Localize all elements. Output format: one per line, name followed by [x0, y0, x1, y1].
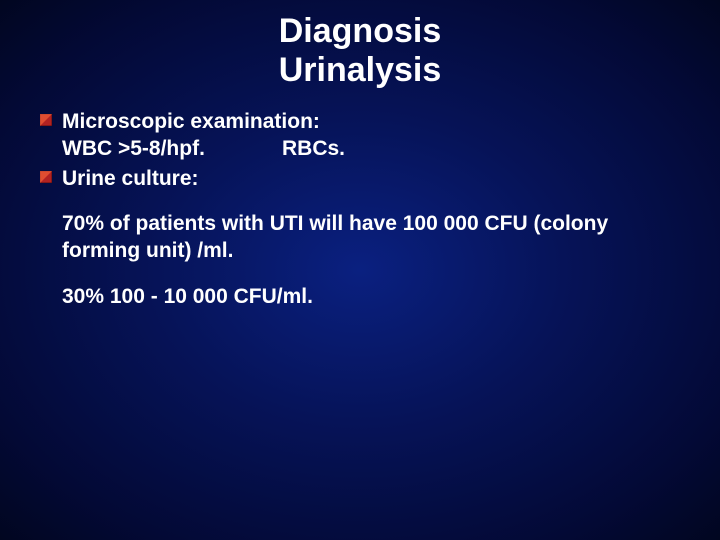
bullet-1-body: Microscopic examination: WBC >5-8/hpf. R… [62, 108, 345, 163]
rbc-value: RBCs. [282, 135, 345, 162]
wbc-value: WBC >5-8/hpf. [62, 135, 282, 162]
square-bullet-icon [40, 114, 52, 126]
para-70pct: 70% of patients with UTI will have 100 0… [62, 210, 680, 265]
content-area: Microscopic examination: WBC >5-8/hpf. R… [0, 98, 720, 310]
title-block: Diagnosis Urinalysis [0, 0, 720, 98]
microscopic-label: Microscopic examination: [62, 108, 345, 135]
title-line-1: Diagnosis [0, 12, 720, 51]
bullet-item-1: Microscopic examination: WBC >5-8/hpf. R… [40, 108, 680, 163]
microscopic-values: WBC >5-8/hpf. RBCs. [62, 135, 345, 162]
urine-culture-label: Urine culture: [62, 165, 199, 192]
para-30pct: 30% 100 - 10 000 CFU/ml. [62, 283, 680, 310]
bullet-item-2: Urine culture: [40, 165, 680, 192]
detail-block: 70% of patients with UTI will have 100 0… [62, 210, 680, 310]
title-line-2: Urinalysis [0, 51, 720, 90]
square-bullet-icon [40, 171, 52, 183]
